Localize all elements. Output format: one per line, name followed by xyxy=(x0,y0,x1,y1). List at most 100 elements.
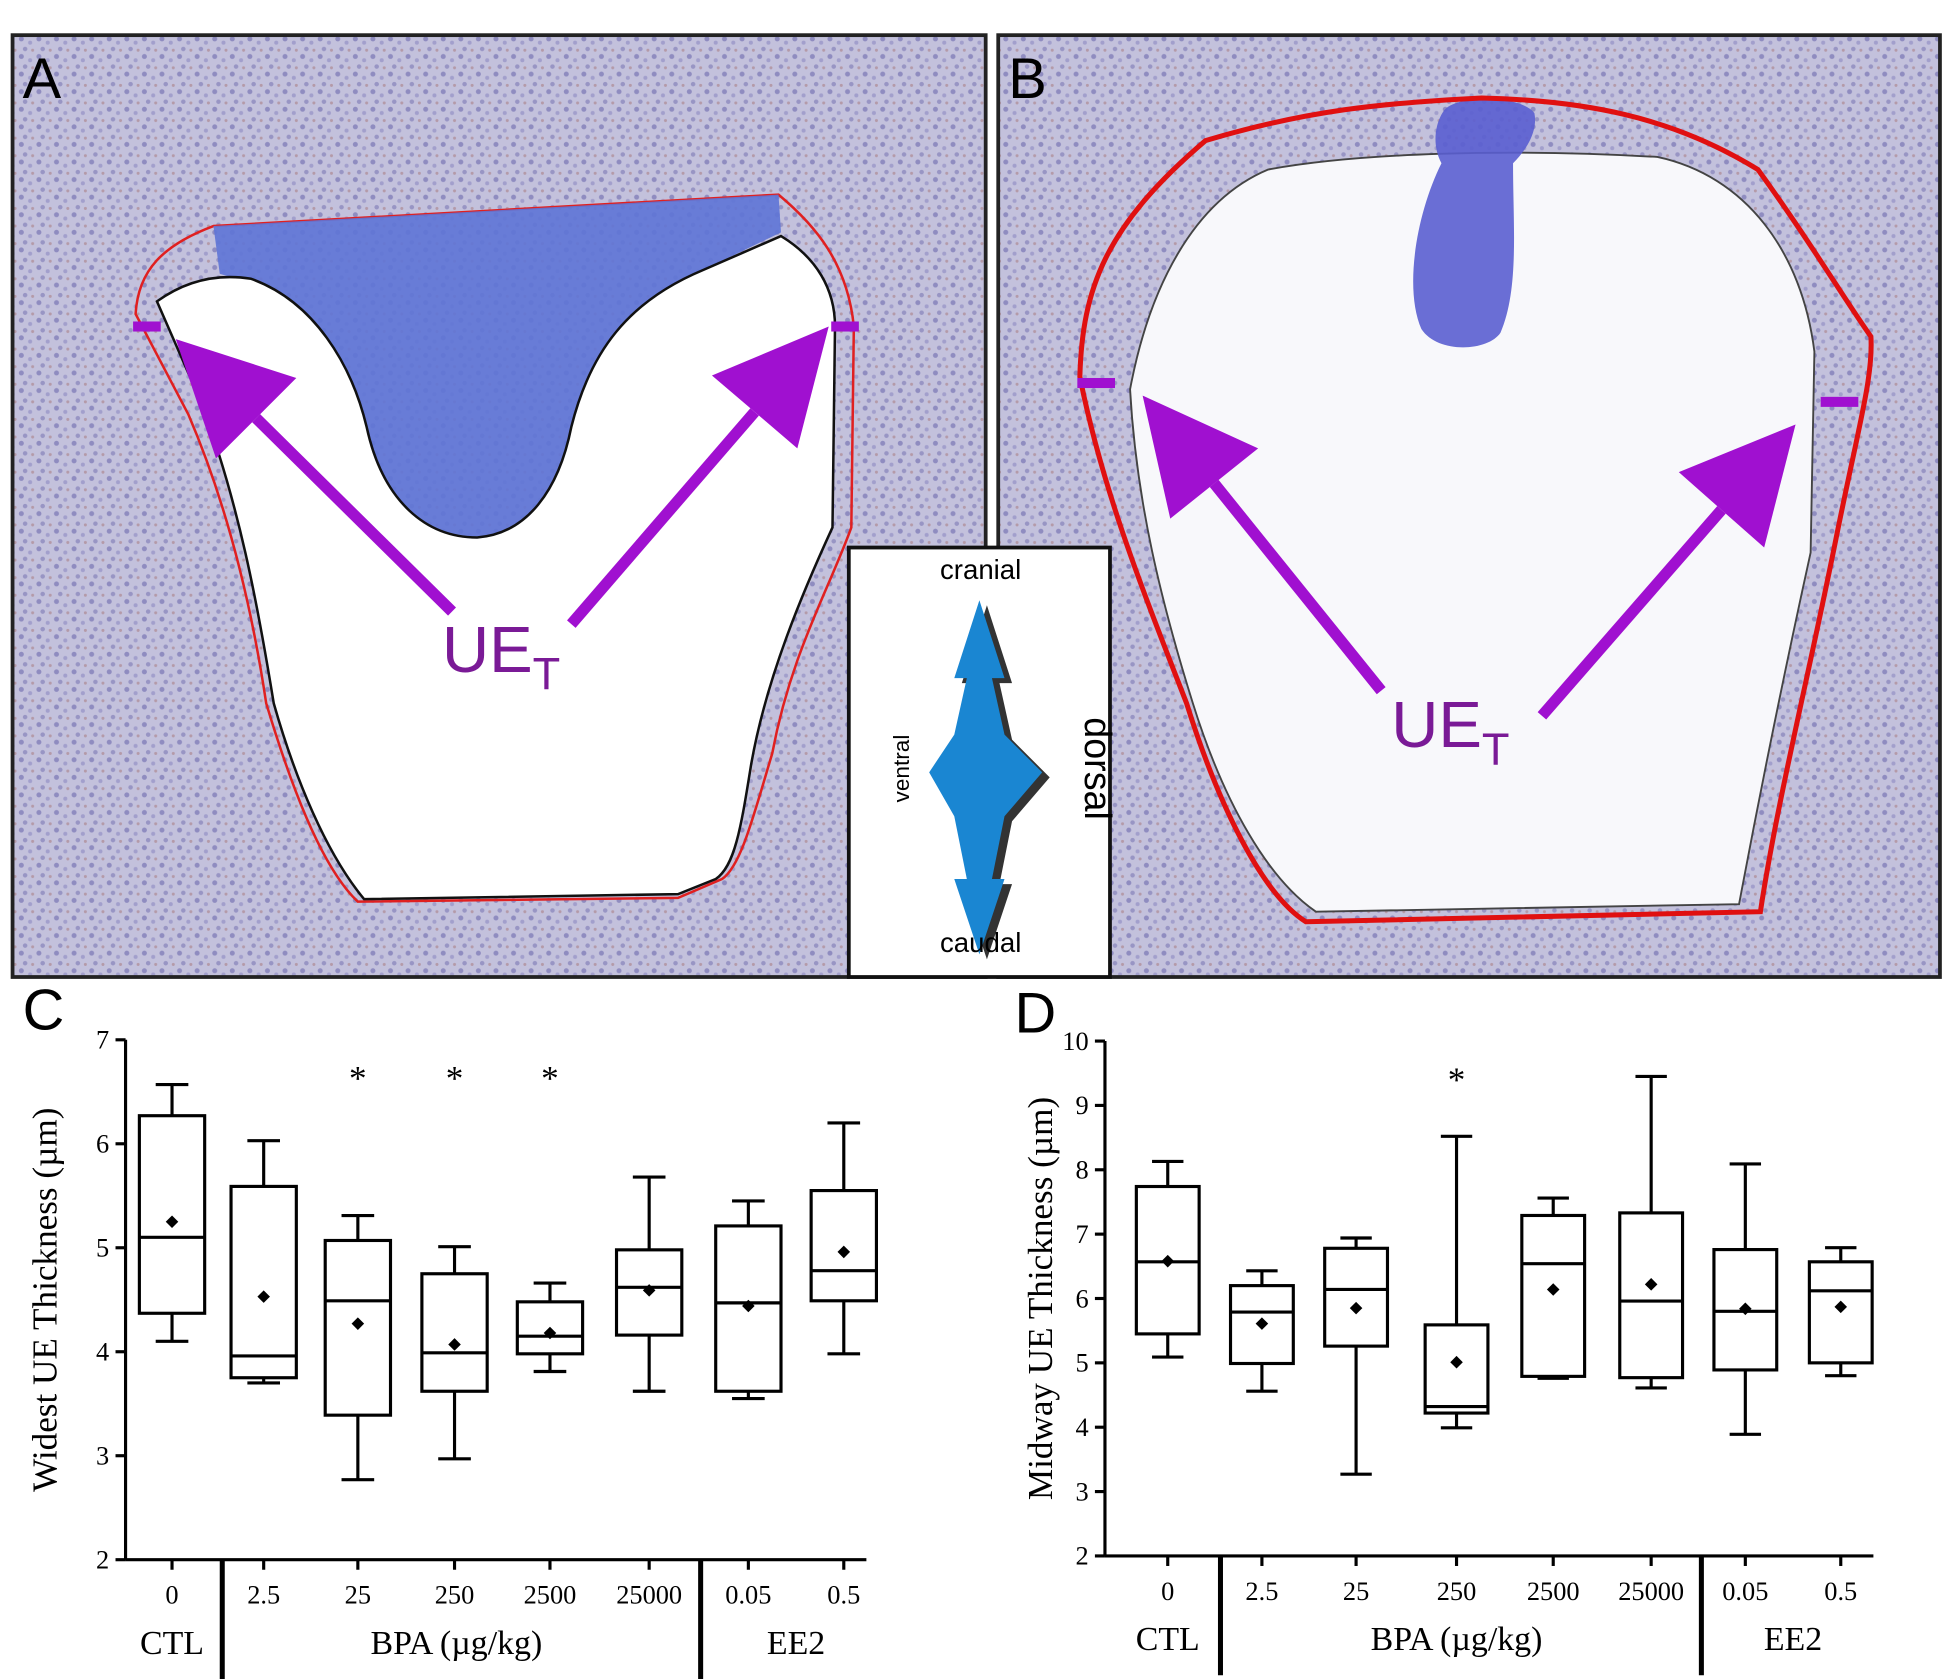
y-tick-label: 5 xyxy=(1075,1349,1088,1378)
mean xyxy=(1546,1283,1560,1296)
thickness-marker xyxy=(1077,377,1116,389)
y-tick-label: 4 xyxy=(1075,1413,1088,1442)
arrow xyxy=(1209,479,1386,695)
x-tick-label: 25 xyxy=(345,1581,371,1610)
group-label: BPA (µg/kg) xyxy=(1371,1621,1543,1658)
significance-marker: * xyxy=(541,1059,559,1098)
orientation-arrow xyxy=(929,600,1043,955)
mean xyxy=(1349,1301,1363,1315)
arrow xyxy=(252,414,456,616)
y-tick-label: 6 xyxy=(96,1130,109,1159)
significance-marker: * xyxy=(349,1059,367,1098)
y-tick-label: 10 xyxy=(1062,1027,1088,1056)
mean xyxy=(1450,1355,1463,1369)
lumen xyxy=(1129,151,1816,913)
glandular-region xyxy=(213,194,782,538)
mean xyxy=(642,1284,656,1297)
orientation-label: caudal xyxy=(940,927,1021,958)
x-tick-label: 2.5 xyxy=(1245,1577,1278,1606)
arrow-head xyxy=(711,326,829,449)
y-tick-label: 8 xyxy=(1075,1156,1088,1185)
x-tick-label: 0 xyxy=(1161,1577,1174,1606)
box xyxy=(1423,1323,1490,1415)
box xyxy=(229,1184,298,1380)
box xyxy=(1134,1184,1201,1336)
annotation-text: UE xyxy=(1391,688,1482,761)
box xyxy=(1520,1213,1587,1378)
thickness-marker xyxy=(133,321,161,332)
mean xyxy=(543,1326,557,1340)
y-tick-label: 5 xyxy=(96,1234,109,1263)
mean xyxy=(448,1338,461,1351)
arrow xyxy=(567,408,759,628)
box xyxy=(137,1114,207,1315)
group-label: CTL xyxy=(1136,1621,1200,1658)
arrow xyxy=(1537,506,1726,720)
thickness-marker xyxy=(831,321,859,332)
group-label: EE2 xyxy=(767,1625,825,1662)
y-tick-label: 2 xyxy=(96,1545,109,1574)
box xyxy=(614,1248,684,1337)
box xyxy=(1618,1211,1685,1380)
orientation-label: ventral xyxy=(889,735,914,803)
mean xyxy=(837,1245,851,1259)
orientation-label: dorsal xyxy=(1077,717,1119,820)
x-tick-label: 2.5 xyxy=(247,1581,280,1610)
box xyxy=(809,1189,879,1303)
mean xyxy=(1834,1300,1848,1314)
outer-outline xyxy=(134,193,856,903)
mean xyxy=(257,1290,270,1303)
mean xyxy=(351,1317,365,1330)
y-axis-label: Widest UE Thickness (µm) xyxy=(26,1108,65,1492)
y-tick-label: 2 xyxy=(1075,1542,1088,1571)
y-tick-label: 7 xyxy=(96,1026,109,1055)
x-tick-label: 25000 xyxy=(1618,1577,1684,1606)
box xyxy=(323,1238,393,1417)
x-tick-label: 0 xyxy=(165,1581,178,1610)
x-tick-label: 2500 xyxy=(524,1581,577,1610)
annotation: UET xyxy=(442,613,560,700)
mean xyxy=(165,1215,179,1229)
significance-marker: * xyxy=(1448,1060,1466,1099)
annotation-subscript: T xyxy=(533,648,561,699)
x-tick-label: 25000 xyxy=(616,1581,682,1610)
x-tick-label: 2500 xyxy=(1527,1577,1580,1606)
x-tick-label: 250 xyxy=(1437,1577,1477,1606)
x-tick-label: 25 xyxy=(1343,1577,1369,1606)
group-label: BPA (µg/kg) xyxy=(371,1625,543,1662)
panel-b: UET B xyxy=(996,33,1942,979)
y-tick-label: 7 xyxy=(1075,1220,1088,1249)
chart: 2 3 4 5 6 7 Widest UE Thickness (µm) C 0 2.5 25 * 25… xyxy=(23,979,879,1679)
x-tick-label: 250 xyxy=(435,1581,475,1610)
box xyxy=(1807,1260,1874,1365)
box xyxy=(515,1300,585,1356)
annotation-subscript: T xyxy=(1482,724,1510,775)
box xyxy=(1323,1246,1390,1348)
orientation-inset: cranial caudal ventral dorsal xyxy=(846,545,1119,979)
outer-outline xyxy=(1077,95,1874,925)
panel-label: D xyxy=(1015,981,1057,1045)
panel-label: B xyxy=(1008,47,1047,111)
arrow-head xyxy=(1142,395,1259,519)
lumen xyxy=(155,234,837,901)
annotation: UET xyxy=(1391,688,1509,775)
y-tick-label: 3 xyxy=(96,1442,109,1471)
glandular-region xyxy=(1413,98,1536,348)
group-label: CTL xyxy=(140,1625,204,1662)
y-tick-label: 4 xyxy=(96,1338,109,1367)
panel-label: C xyxy=(23,979,65,1043)
y-axis-label: Midway UE Thickness (µm) xyxy=(1021,1097,1060,1500)
y-tick-label: 9 xyxy=(1075,1091,1088,1120)
annotation-text: UE xyxy=(442,613,533,686)
arrow-head xyxy=(175,339,297,459)
chart: 2 3 4 5 6 7 8 9 10 Midway UE Thickness (µm) D 0 2.5 2… xyxy=(1015,981,1874,1676)
mean xyxy=(1644,1278,1658,1291)
x-tick-label: 0.05 xyxy=(725,1581,771,1610)
y-tick-label: 6 xyxy=(1075,1284,1088,1313)
group-label: EE2 xyxy=(1764,1621,1822,1658)
mean xyxy=(1739,1302,1752,1316)
x-tick-label: 0.5 xyxy=(1824,1577,1857,1606)
mean xyxy=(742,1299,755,1313)
x-tick-label: 0.05 xyxy=(1722,1577,1768,1606)
